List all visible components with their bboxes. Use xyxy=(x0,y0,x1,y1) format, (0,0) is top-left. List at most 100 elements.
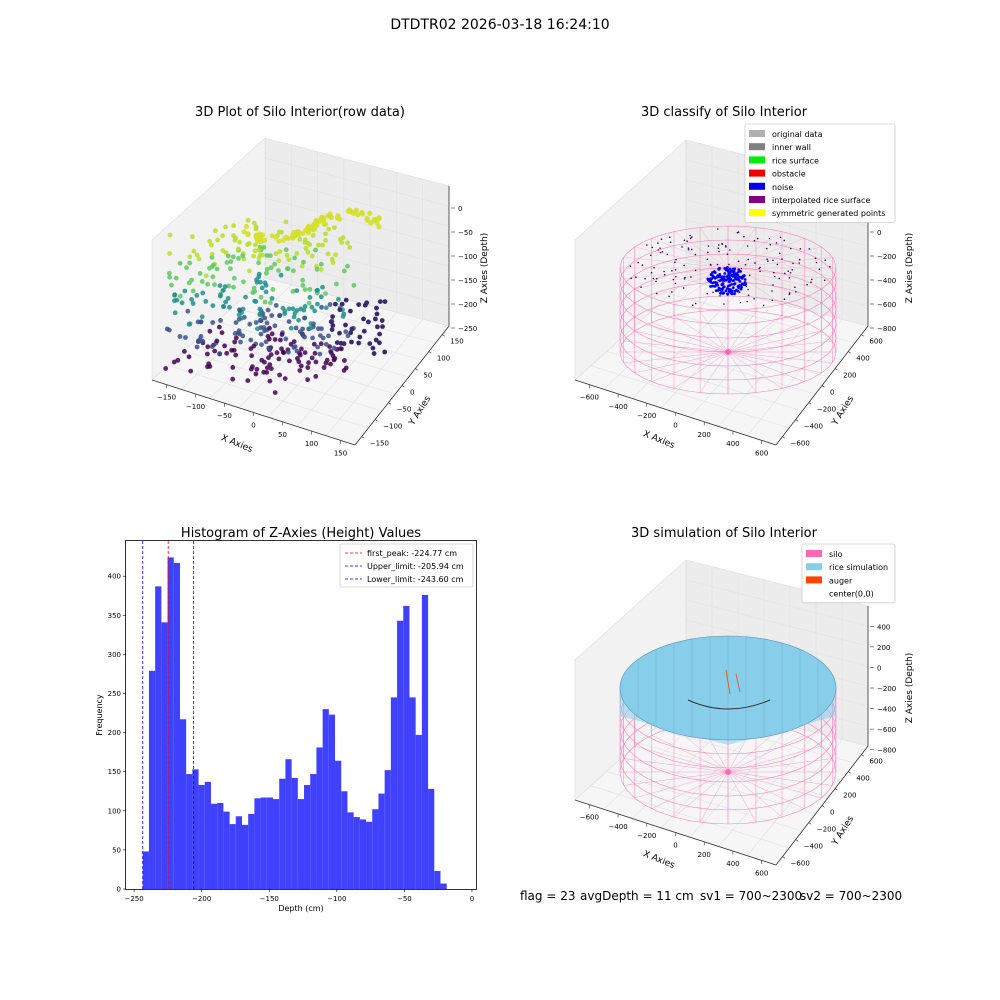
raw-scatter-point xyxy=(257,279,263,285)
raw-scatter-point xyxy=(328,361,333,367)
raw-scatter-point xyxy=(227,304,232,310)
classify-legend-label: noise xyxy=(772,183,793,192)
classify-noise-point xyxy=(730,274,734,277)
raw-scatter-point xyxy=(345,240,350,246)
classify-surface-point xyxy=(783,239,785,242)
classify-y-ticks: −600 −400 −200 0 200 400 600 xyxy=(782,334,883,448)
raw-scatter-point xyxy=(173,275,179,281)
classify-surface-point xyxy=(756,237,759,240)
classify-noise-point xyxy=(743,278,747,281)
classify-noise-point xyxy=(735,288,738,292)
raw-scatter-point xyxy=(256,247,262,253)
raw-scatter-point xyxy=(269,296,275,301)
classify-surface-point xyxy=(748,274,751,277)
raw-scatter-zlabel: Z Axies (Depth) xyxy=(480,233,490,304)
raw-scatter-point xyxy=(315,301,320,307)
classify-surface-point xyxy=(683,239,686,242)
histogram-bar xyxy=(341,791,348,889)
classify-noise-point xyxy=(732,269,736,273)
histogram-bar xyxy=(359,819,367,889)
raw-scatter-point xyxy=(262,359,267,365)
classify-surface-point xyxy=(774,275,776,278)
simulation-grid xyxy=(590,785,790,849)
classify-surface-point xyxy=(779,252,781,255)
raw-scatter-point xyxy=(263,339,269,345)
classify-silo-spoke xyxy=(727,330,822,353)
raw-scatter-point xyxy=(291,268,296,274)
status-avg-depth: avgDepth = 11 cm xyxy=(580,889,694,903)
histogram-bar xyxy=(186,774,193,889)
raw-scatter-point xyxy=(230,376,236,382)
classify-surface-point xyxy=(655,277,658,280)
classify-surface-point xyxy=(753,298,755,300)
status-flag: flag = 23 xyxy=(520,889,576,903)
simulation-y-tick xyxy=(782,856,786,859)
classify-silo-spoke xyxy=(699,267,729,309)
raw-scatter-point xyxy=(348,308,353,314)
raw-scatter-point xyxy=(175,357,181,363)
raw-scatter-point xyxy=(293,325,299,331)
simulation-silo-spoke xyxy=(727,735,805,773)
simulation-legend-frame xyxy=(801,543,896,604)
raw-scatter-point xyxy=(375,324,380,330)
raw-scatter-point xyxy=(330,323,336,328)
histogram-bar xyxy=(235,816,242,889)
classify-surface-point xyxy=(725,245,727,247)
classify-surface-point xyxy=(806,283,808,286)
classify-noise-point xyxy=(711,284,714,288)
simulation-grid xyxy=(718,732,817,847)
classify-surface-point xyxy=(788,292,791,294)
raw-scatter-point xyxy=(210,303,216,308)
classify-surface-point xyxy=(795,291,797,293)
raw-scatter-grid xyxy=(216,321,409,378)
classify-noise-point xyxy=(721,287,724,291)
classify-grid xyxy=(603,286,713,390)
raw-scatter-point xyxy=(257,232,263,238)
classify-noise-point xyxy=(725,275,729,278)
raw-scatter-point xyxy=(335,213,341,219)
raw-scatter-point xyxy=(198,319,204,325)
raw-scatter-point xyxy=(209,264,215,269)
classify-surface-point xyxy=(783,272,786,275)
classify-noise-point xyxy=(726,292,729,296)
classify-surface-point xyxy=(706,292,708,295)
classify-surface-point xyxy=(794,286,796,289)
raw-scatter-point xyxy=(213,228,218,234)
raw-scatter-point xyxy=(167,274,173,280)
raw-scatter-point xyxy=(240,253,246,259)
raw-scatter-point xyxy=(345,263,350,269)
classify-noise-point xyxy=(733,276,737,280)
raw-scatter-point xyxy=(367,210,373,216)
simulation-z-tick-label: −600 xyxy=(877,726,896,734)
raw-scatter-point xyxy=(267,362,273,367)
raw-scatter-point xyxy=(330,314,335,319)
raw-scatter-point xyxy=(379,318,385,323)
histogram-title: Histogram of Z-Axies (Height) Values xyxy=(181,526,421,541)
classify-z-tick-label: 0 xyxy=(877,229,881,237)
classify-surface-point xyxy=(725,246,727,248)
simulation-grid xyxy=(638,742,829,798)
raw-scatter-point xyxy=(294,251,300,256)
classify-surface-point xyxy=(717,247,720,249)
raw-scatter-point xyxy=(328,319,334,325)
classify-surface-point xyxy=(740,267,743,270)
raw-scatter-point xyxy=(318,294,324,300)
raw-scatter-point xyxy=(313,218,319,224)
simulation-y-tick xyxy=(808,822,812,825)
raw-scatter-y-ticks: −150 −100 −50 0 50 100 150 xyxy=(361,334,464,448)
raw-scatter-point xyxy=(196,338,201,344)
raw-scatter-y-tick-label: −50 xyxy=(397,406,412,414)
classify-surface-point xyxy=(798,262,800,264)
simulation-legend-label: center(0,0) xyxy=(829,590,874,599)
classify-surface-point xyxy=(723,303,725,305)
classify-surface-point xyxy=(663,273,666,276)
classify-noise-point xyxy=(731,286,735,290)
simulation-silo-spoke xyxy=(634,771,729,799)
classify-surface-point xyxy=(675,258,677,261)
raw-scatter-point xyxy=(291,345,297,350)
raw-scatter-point xyxy=(276,238,282,244)
raw-scatter-point xyxy=(284,266,290,271)
raw-scatter-point xyxy=(254,279,260,285)
classify-silo-spoke xyxy=(727,267,833,280)
raw-scatter-point xyxy=(356,302,362,307)
